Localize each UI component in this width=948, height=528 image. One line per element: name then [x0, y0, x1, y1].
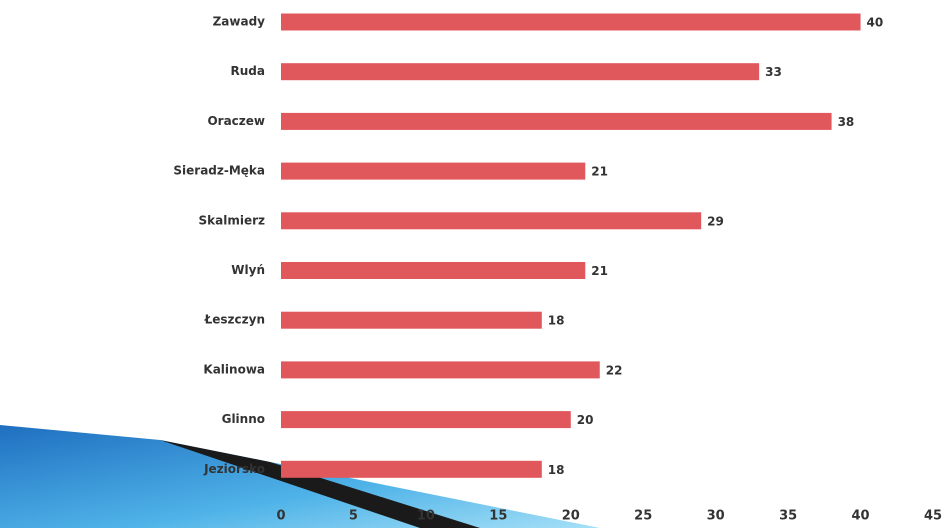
- data-label: 18: [548, 463, 565, 477]
- data-label: 40: [867, 16, 884, 30]
- y-tick-label: Kalinowa: [203, 362, 265, 376]
- x-tick-label: 35: [779, 509, 797, 524]
- data-label: 21: [591, 165, 608, 179]
- x-tick-label: 45: [924, 509, 942, 524]
- y-tick-label: Jeziorsko: [203, 462, 265, 476]
- x-tick-label: 0: [276, 509, 285, 524]
- y-tick-label: Sieradz-Męka: [173, 164, 265, 178]
- decoration-wedge: [160, 440, 480, 528]
- data-label: 21: [591, 264, 608, 278]
- data-label: 29: [707, 214, 724, 228]
- data-label: 33: [765, 65, 782, 79]
- bar: [281, 311, 542, 329]
- data-label: 22: [606, 363, 623, 377]
- bar: [281, 13, 861, 31]
- y-tick-label: Ruda: [231, 64, 265, 78]
- x-tick-label: 20: [562, 509, 580, 524]
- bar: [281, 361, 600, 379]
- y-tick-label: Łeszczyn: [204, 313, 265, 327]
- x-tick-label: 10: [417, 509, 435, 524]
- bar: [281, 112, 832, 130]
- y-tick-label: Glinno: [222, 412, 265, 426]
- bar: [281, 63, 760, 81]
- data-label: 20: [577, 413, 594, 427]
- x-tick-label: 25: [634, 509, 652, 524]
- data-label: 38: [838, 115, 855, 129]
- bar: [281, 262, 586, 279]
- x-tick-label: 15: [489, 509, 507, 524]
- y-tick-label: Oraczew: [207, 114, 265, 128]
- bar: [281, 460, 542, 478]
- x-tick-label: 40: [852, 509, 870, 524]
- y-tick-label: Zawady: [213, 15, 266, 29]
- y-tick-label: Skalmierz: [199, 213, 266, 227]
- data-label: 18: [548, 314, 565, 328]
- x-tick-label: 30: [707, 509, 725, 524]
- y-tick-label: Wlyń: [231, 263, 265, 277]
- x-tick-label: 5: [349, 509, 358, 524]
- bar: [281, 212, 702, 230]
- bar: [281, 162, 586, 180]
- bar: [281, 411, 571, 429]
- plot-area: 0 5 10 15 20 25 30 35 40 45 Zawady 40 Ruda 33 Oraczew 3…: [173, 13, 942, 524]
